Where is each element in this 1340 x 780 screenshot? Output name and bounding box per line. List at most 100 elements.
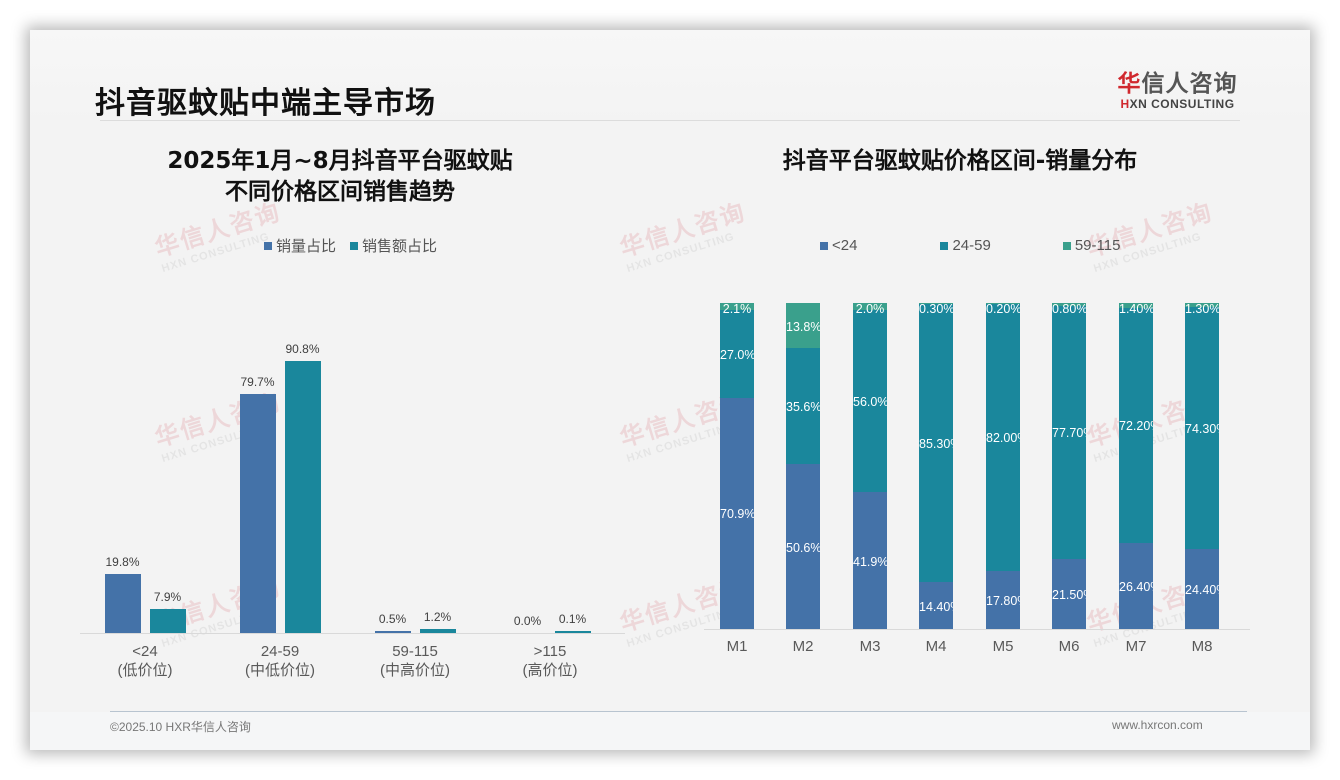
footer-divider — [110, 711, 1247, 712]
bar-segment-lt24 — [1052, 558, 1086, 629]
left-chart-title-line2: 不同价格区间销售趋势 — [225, 179, 455, 205]
segment-value-lt24: 21.50% — [1052, 587, 1086, 602]
logo-en-rest: XN CONSULTING — [1129, 97, 1235, 111]
left-chart-title-line1: 2025年1月~8月抖音平台驱蚊贴 — [167, 148, 513, 174]
right-chart-x-axis — [704, 629, 1250, 630]
segment-value-mid: 27.0% — [720, 347, 754, 362]
watermark-en: HXN CONSULTING — [625, 230, 737, 275]
bar-segment-lt24 — [1119, 542, 1153, 629]
logo-en: HXN CONSULTING — [1110, 97, 1245, 111]
right-chart-title: 抖音平台驱蚊贴价格区间-销量分布 — [782, 148, 1138, 174]
bar-segment-lt24 — [786, 464, 820, 629]
bar-revenue — [284, 360, 321, 633]
left-chart-title: 2025年1月~8月抖音平台驱蚊贴 不同价格区间销售趋势 — [140, 146, 540, 208]
bar-revenue — [149, 609, 186, 633]
logo-en-accent: H — [1120, 97, 1130, 111]
legend-item-24-59: 24-59 — [940, 237, 991, 254]
bar-value-revenue: 7.9% — [153, 590, 182, 605]
category-label: 59-115 (中高价位) — [355, 642, 475, 680]
legend-item-volume: 销量占比 — [264, 235, 336, 256]
right-chart-legend: <24 24-59 59-115 — [820, 237, 1120, 254]
slide: 抖音驱蚊贴中端主导市场 华信人咨询 HXN CONSULTING 华信人咨询 HX… — [30, 30, 1310, 750]
bar-segment-lt24 — [986, 570, 1020, 629]
logo-cn-rest: 信人咨询 — [1141, 71, 1238, 97]
bar-segment-high — [1185, 303, 1219, 308]
legend-label-59-115: 59-115 — [1074, 237, 1121, 254]
bar-segment-high — [720, 303, 754, 310]
segment-value-mid: 74.30% — [1185, 422, 1219, 437]
bar-value-volume: 0.5% — [378, 612, 407, 626]
category-label: <24 (低价位) — [85, 642, 205, 680]
legend-label-lt24: <24 — [832, 237, 858, 254]
category-range: 59-115 — [392, 643, 438, 660]
month-label: M6 — [1058, 638, 1080, 655]
bar-segment-mid — [786, 348, 820, 465]
footer-url[interactable]: www.hxrcon.com — [1112, 718, 1203, 732]
stacked-bar: 50.6% 35.6% 13.8% — [786, 303, 820, 629]
segment-value-mid: 77.70% — [1052, 426, 1086, 441]
bar-segment-lt24 — [1185, 549, 1219, 629]
stacked-bar: 24.40% 74.30% 1.30% — [1185, 302, 1219, 629]
segment-value-lt24: 41.9% — [853, 554, 887, 569]
legend-swatch-59-115 — [1062, 241, 1071, 250]
segment-value-mid: 82.00% — [986, 431, 1020, 446]
bar-volume — [104, 573, 141, 633]
bar-segment-mid — [919, 304, 953, 583]
segment-value-high: 1.30% — [1185, 302, 1219, 316]
category-label: 24-59 (中低价位) — [220, 642, 340, 680]
stacked-bar: 17.80% 82.00% 0.20% — [986, 302, 1020, 629]
bar-revenue — [419, 629, 456, 633]
category-tier: (低价位) — [117, 662, 173, 679]
legend-swatch-24-59 — [940, 241, 949, 250]
bar-segment-high — [986, 303, 1020, 304]
bar-segment-mid — [1185, 307, 1219, 550]
category-tier: (中低价位) — [245, 662, 315, 679]
legend-label-24-59: 24-59 — [952, 237, 991, 254]
category-tier: (高价位) — [522, 662, 578, 679]
bar-segment-high — [1119, 303, 1153, 308]
segment-value-high: 0.80% — [1052, 302, 1086, 316]
bar-segment-mid — [853, 309, 887, 493]
month-label: M4 — [925, 638, 947, 655]
bar-segment-high — [786, 303, 820, 348]
category-range: >115 — [533, 643, 567, 660]
legend-item-revenue: 销售额占比 — [350, 235, 437, 256]
stacked-bar: 41.9% 56.0% 2.0% — [853, 302, 887, 629]
month-label: M5 — [992, 638, 1014, 655]
bar-segment-mid — [986, 303, 1020, 571]
bar-value-revenue: 1.2% — [423, 610, 452, 625]
segment-value-mid: 56.0% — [853, 394, 887, 409]
stacked-bar: 70.9% 27.0% 2.1% — [720, 302, 754, 629]
category-tier: (中高价位) — [380, 662, 450, 679]
bar-value-volume: 79.7% — [240, 374, 275, 389]
category-range: <24 — [132, 643, 158, 660]
header-band — [30, 30, 1310, 122]
bar-segment-high — [919, 303, 953, 304]
legend-swatch-lt24 — [820, 241, 828, 250]
segment-value-high: 2.0% — [855, 302, 885, 316]
segment-value-lt24: 14.40% — [919, 599, 953, 614]
legend-item-59-115: 59-115 — [1062, 237, 1121, 254]
segment-value-high: 0.20% — [986, 302, 1020, 316]
header-divider — [100, 120, 1240, 121]
bar-segment-mid — [1119, 307, 1153, 543]
segment-value-mid: 72.20% — [1119, 419, 1153, 434]
legend-item-lt24: <24 — [820, 237, 857, 254]
logo-cn: 华信人咨询 — [1110, 64, 1245, 98]
segment-value-lt24: 70.9% — [720, 507, 754, 522]
segment-value-mid: 85.30% — [919, 437, 953, 452]
bar-segment-high — [853, 303, 887, 310]
bar-value-revenue: 90.8% — [285, 341, 320, 356]
legend-swatch-volume — [264, 241, 272, 250]
bar-segment-lt24 — [919, 582, 953, 629]
segment-value-high: 0.30% — [919, 302, 953, 316]
segment-value-mid: 35.6% — [786, 400, 820, 415]
segment-value-lt24: 17.80% — [986, 594, 1020, 608]
watermark-cn: 华信人咨询 — [616, 197, 750, 263]
footer-band — [30, 712, 1310, 750]
category-label: >115 (高价位) — [490, 642, 610, 680]
bar-segment-lt24 — [853, 492, 887, 629]
segment-value-lt24: 50.6% — [786, 540, 820, 555]
